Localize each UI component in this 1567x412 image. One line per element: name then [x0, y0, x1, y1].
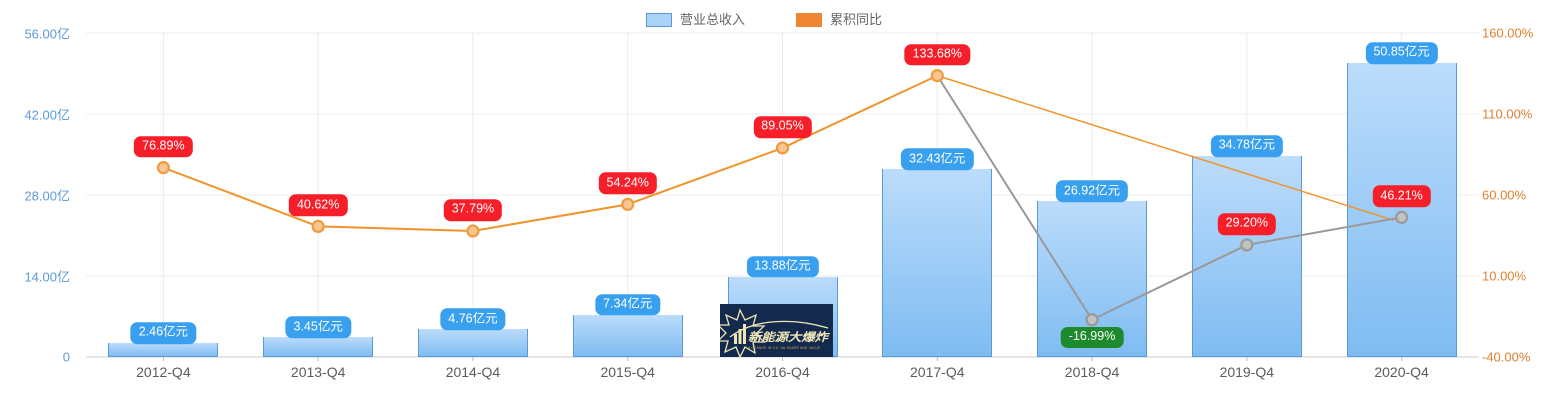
svg-text:新能源大爆炸: 新能源大爆炸	[748, 331, 831, 344]
svg-text:A CHANGE IN V.O. VA-SHARE AND: A CHANGE IN V.O. VA-SHARE AND VALUE	[748, 346, 821, 350]
